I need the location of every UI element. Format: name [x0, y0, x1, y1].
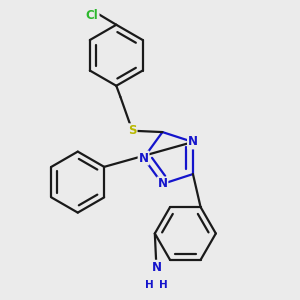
- Text: S: S: [128, 124, 136, 137]
- Text: N: N: [188, 136, 198, 148]
- Text: N: N: [158, 178, 167, 190]
- Text: H: H: [159, 280, 168, 290]
- Text: Cl: Cl: [86, 9, 99, 22]
- Text: N: N: [139, 152, 148, 164]
- Text: N: N: [152, 261, 161, 274]
- Text: H: H: [145, 280, 154, 290]
